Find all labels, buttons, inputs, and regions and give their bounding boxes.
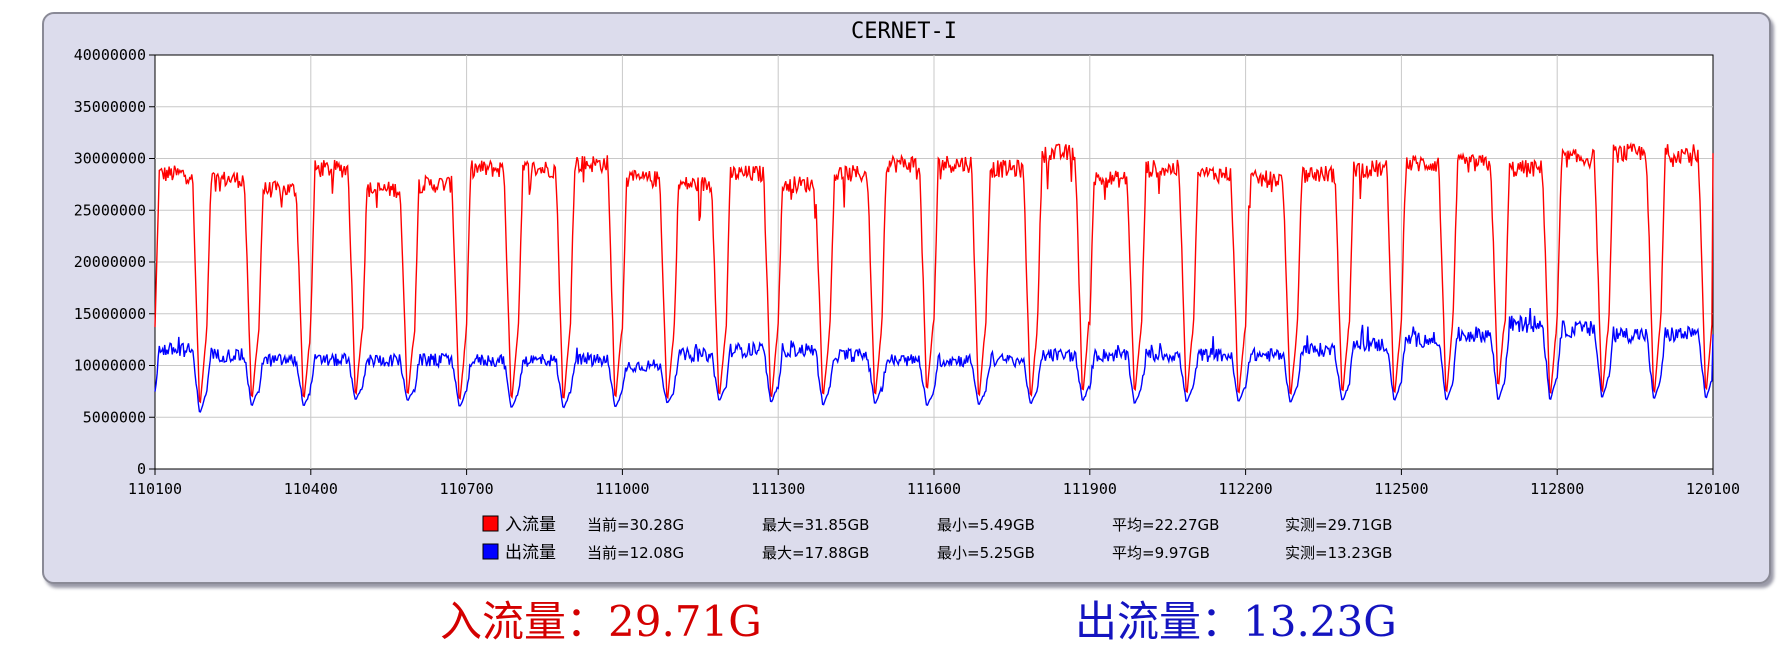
legend-stat: 最小=5.25GB (937, 544, 1035, 562)
legend-swatch (482, 543, 499, 560)
y-tick-label: 0 (137, 460, 146, 478)
x-tick-label: 110700 (440, 480, 494, 498)
series-line-outbound (154, 307, 1714, 413)
y-tick-label: 5000000 (83, 408, 146, 426)
y-tick-label: 35000000 (74, 98, 146, 116)
x-tick-label: 111600 (907, 480, 961, 498)
legend-series-name: 出流量 (505, 543, 556, 563)
legend-stat: 当前=30.28G (587, 516, 684, 534)
x-tick-label: 120100 (1686, 480, 1740, 498)
chart-title: CERNET-I (851, 19, 957, 44)
legend-stat: 平均=22.27GB (1112, 516, 1219, 534)
inbound-caption: 入流量：29.71G (440, 597, 762, 646)
y-tick-label: 20000000 (74, 253, 146, 271)
x-axis-ticks: 110100 110400 110700 111000 111300 111600 1119… (128, 469, 1740, 498)
legend-stat: 最小=5.49GB (937, 516, 1035, 534)
legend-series-name: 入流量 (505, 515, 556, 535)
legend-swatch (482, 515, 499, 532)
series-lines (154, 141, 1714, 413)
legend-stat: 平均=9.97GB (1112, 544, 1210, 562)
series-line-inbound (154, 141, 1714, 404)
traffic-chart: CERNET-I 0 5000000 10000000 15000000 2000000… (74, 19, 1740, 563)
legend-stat: 最大=17.88GB (762, 544, 869, 562)
x-tick-label: 112200 (1219, 480, 1273, 498)
legend-stat: 当前=12.08G (587, 544, 684, 562)
legend: 入流量 当前=30.28G 最大=31.85GB 最小=5.49GB 平均=22.27G… (482, 515, 1392, 563)
x-tick-label: 111300 (751, 480, 805, 498)
x-tick-label: 111900 (1063, 480, 1117, 498)
y-axis-ticks: 0 5000000 10000000 15000000 20000000 25000000… (74, 46, 155, 478)
legend-stat: 实测=13.23GB (1285, 544, 1392, 562)
y-tick-label: 30000000 (74, 150, 146, 168)
x-tick-label: 112800 (1530, 480, 1584, 498)
y-tick-label: 15000000 (74, 305, 146, 323)
y-tick-label: 40000000 (74, 46, 146, 64)
y-tick-label: 25000000 (74, 201, 146, 219)
legend-stat: 最大=31.85GB (762, 516, 869, 534)
outbound-caption: 出流量：13.23G (1075, 597, 1397, 646)
legend-stat: 实测=29.71GB (1285, 516, 1392, 534)
x-tick-label: 112500 (1374, 480, 1428, 498)
y-tick-label: 10000000 (74, 357, 146, 375)
x-tick-label: 111000 (595, 480, 649, 498)
x-tick-label: 110400 (284, 480, 338, 498)
x-tick-label: 110100 (128, 480, 182, 498)
